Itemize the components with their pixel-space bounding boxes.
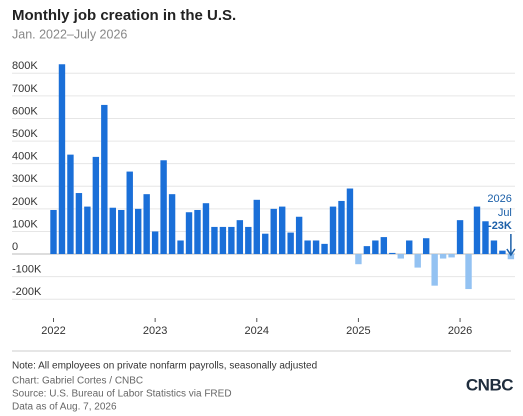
bar (270, 208, 277, 255)
y-tick-label: 600K (12, 105, 38, 117)
y-tick-label: -200K (12, 286, 42, 298)
bar (253, 199, 260, 255)
annotation-arrowhead (506, 248, 516, 257)
annotation-month: Jul (498, 207, 512, 219)
bar (135, 208, 142, 255)
bar (109, 207, 116, 255)
bar (499, 250, 506, 255)
bar (355, 254, 362, 265)
bar (236, 220, 244, 255)
bar (168, 194, 176, 255)
bar (151, 231, 159, 255)
x-tick-label: 2024 (245, 325, 269, 337)
bar (177, 240, 184, 255)
bar (456, 220, 464, 255)
bar (397, 254, 404, 259)
bar (448, 254, 455, 258)
y-tick-label: 0 (12, 241, 18, 253)
bar (101, 104, 108, 255)
bar (414, 254, 421, 268)
y-tick-label: 200K (12, 196, 38, 208)
bar (473, 206, 481, 255)
chart-subtitle: Jan. 2022–July 2026 (12, 27, 127, 41)
bar (194, 209, 201, 255)
note: Note: All employees on private nonfarm p… (12, 361, 317, 372)
bar (228, 226, 235, 255)
bar (143, 194, 150, 255)
bar (50, 209, 57, 255)
bar (67, 154, 74, 255)
bar (422, 238, 430, 255)
value-label: -23K (488, 220, 512, 232)
bar (490, 240, 498, 255)
bar (287, 232, 294, 255)
bar (389, 252, 396, 255)
bar (363, 246, 371, 255)
bar (304, 240, 311, 255)
logo: CNBC (466, 375, 513, 394)
x-tick-label: 2025 (346, 325, 370, 337)
bar (92, 156, 100, 255)
bar (321, 243, 328, 255)
chart-title: Monthly job creation in the U.S. (12, 7, 236, 24)
x-tick-label: 2026 (448, 325, 472, 337)
bar (126, 171, 133, 255)
y-tick-label: 300K (12, 173, 38, 185)
bar (431, 254, 438, 286)
plot: -200K -100K 0 100K 200K 300K 400K 500K 600K 700K 8… (12, 60, 516, 337)
bar (295, 216, 303, 255)
credit: Chart: Gabriel Cortes / CNBC (12, 376, 143, 387)
x-tick-label: 2022 (41, 325, 65, 337)
bar (338, 200, 345, 255)
y-tick-label: -100K (12, 264, 42, 276)
date-note: Data as of Aug. 7, 2026 (12, 402, 117, 413)
bar (185, 212, 193, 255)
bar (160, 160, 167, 255)
bar (262, 233, 269, 255)
bar (211, 226, 218, 255)
bar (312, 240, 320, 255)
bar (439, 254, 447, 259)
bar (278, 206, 286, 255)
annotation-year: 2026 (487, 193, 511, 205)
bar (84, 206, 91, 255)
bar (406, 240, 413, 255)
bar (380, 237, 388, 255)
bar (219, 226, 227, 255)
bar (245, 226, 252, 255)
bar (507, 254, 515, 260)
bar (75, 193, 83, 255)
bar (482, 221, 489, 255)
y-tick-label: 500K (12, 128, 38, 140)
source: Source: U.S. Bureau of Labor Statistics … (12, 389, 232, 400)
bar (118, 209, 125, 255)
bar (202, 203, 210, 255)
y-tick-label: 400K (12, 151, 38, 163)
bar (372, 240, 379, 255)
bar (346, 188, 354, 255)
x-tick-label: 2023 (143, 325, 167, 337)
y-tick-label: 700K (12, 83, 38, 95)
y-tick-label: 100K (12, 218, 38, 230)
bar (329, 206, 337, 255)
bar (465, 254, 472, 290)
bar (58, 64, 66, 255)
y-tick-label: 800K (12, 60, 38, 72)
